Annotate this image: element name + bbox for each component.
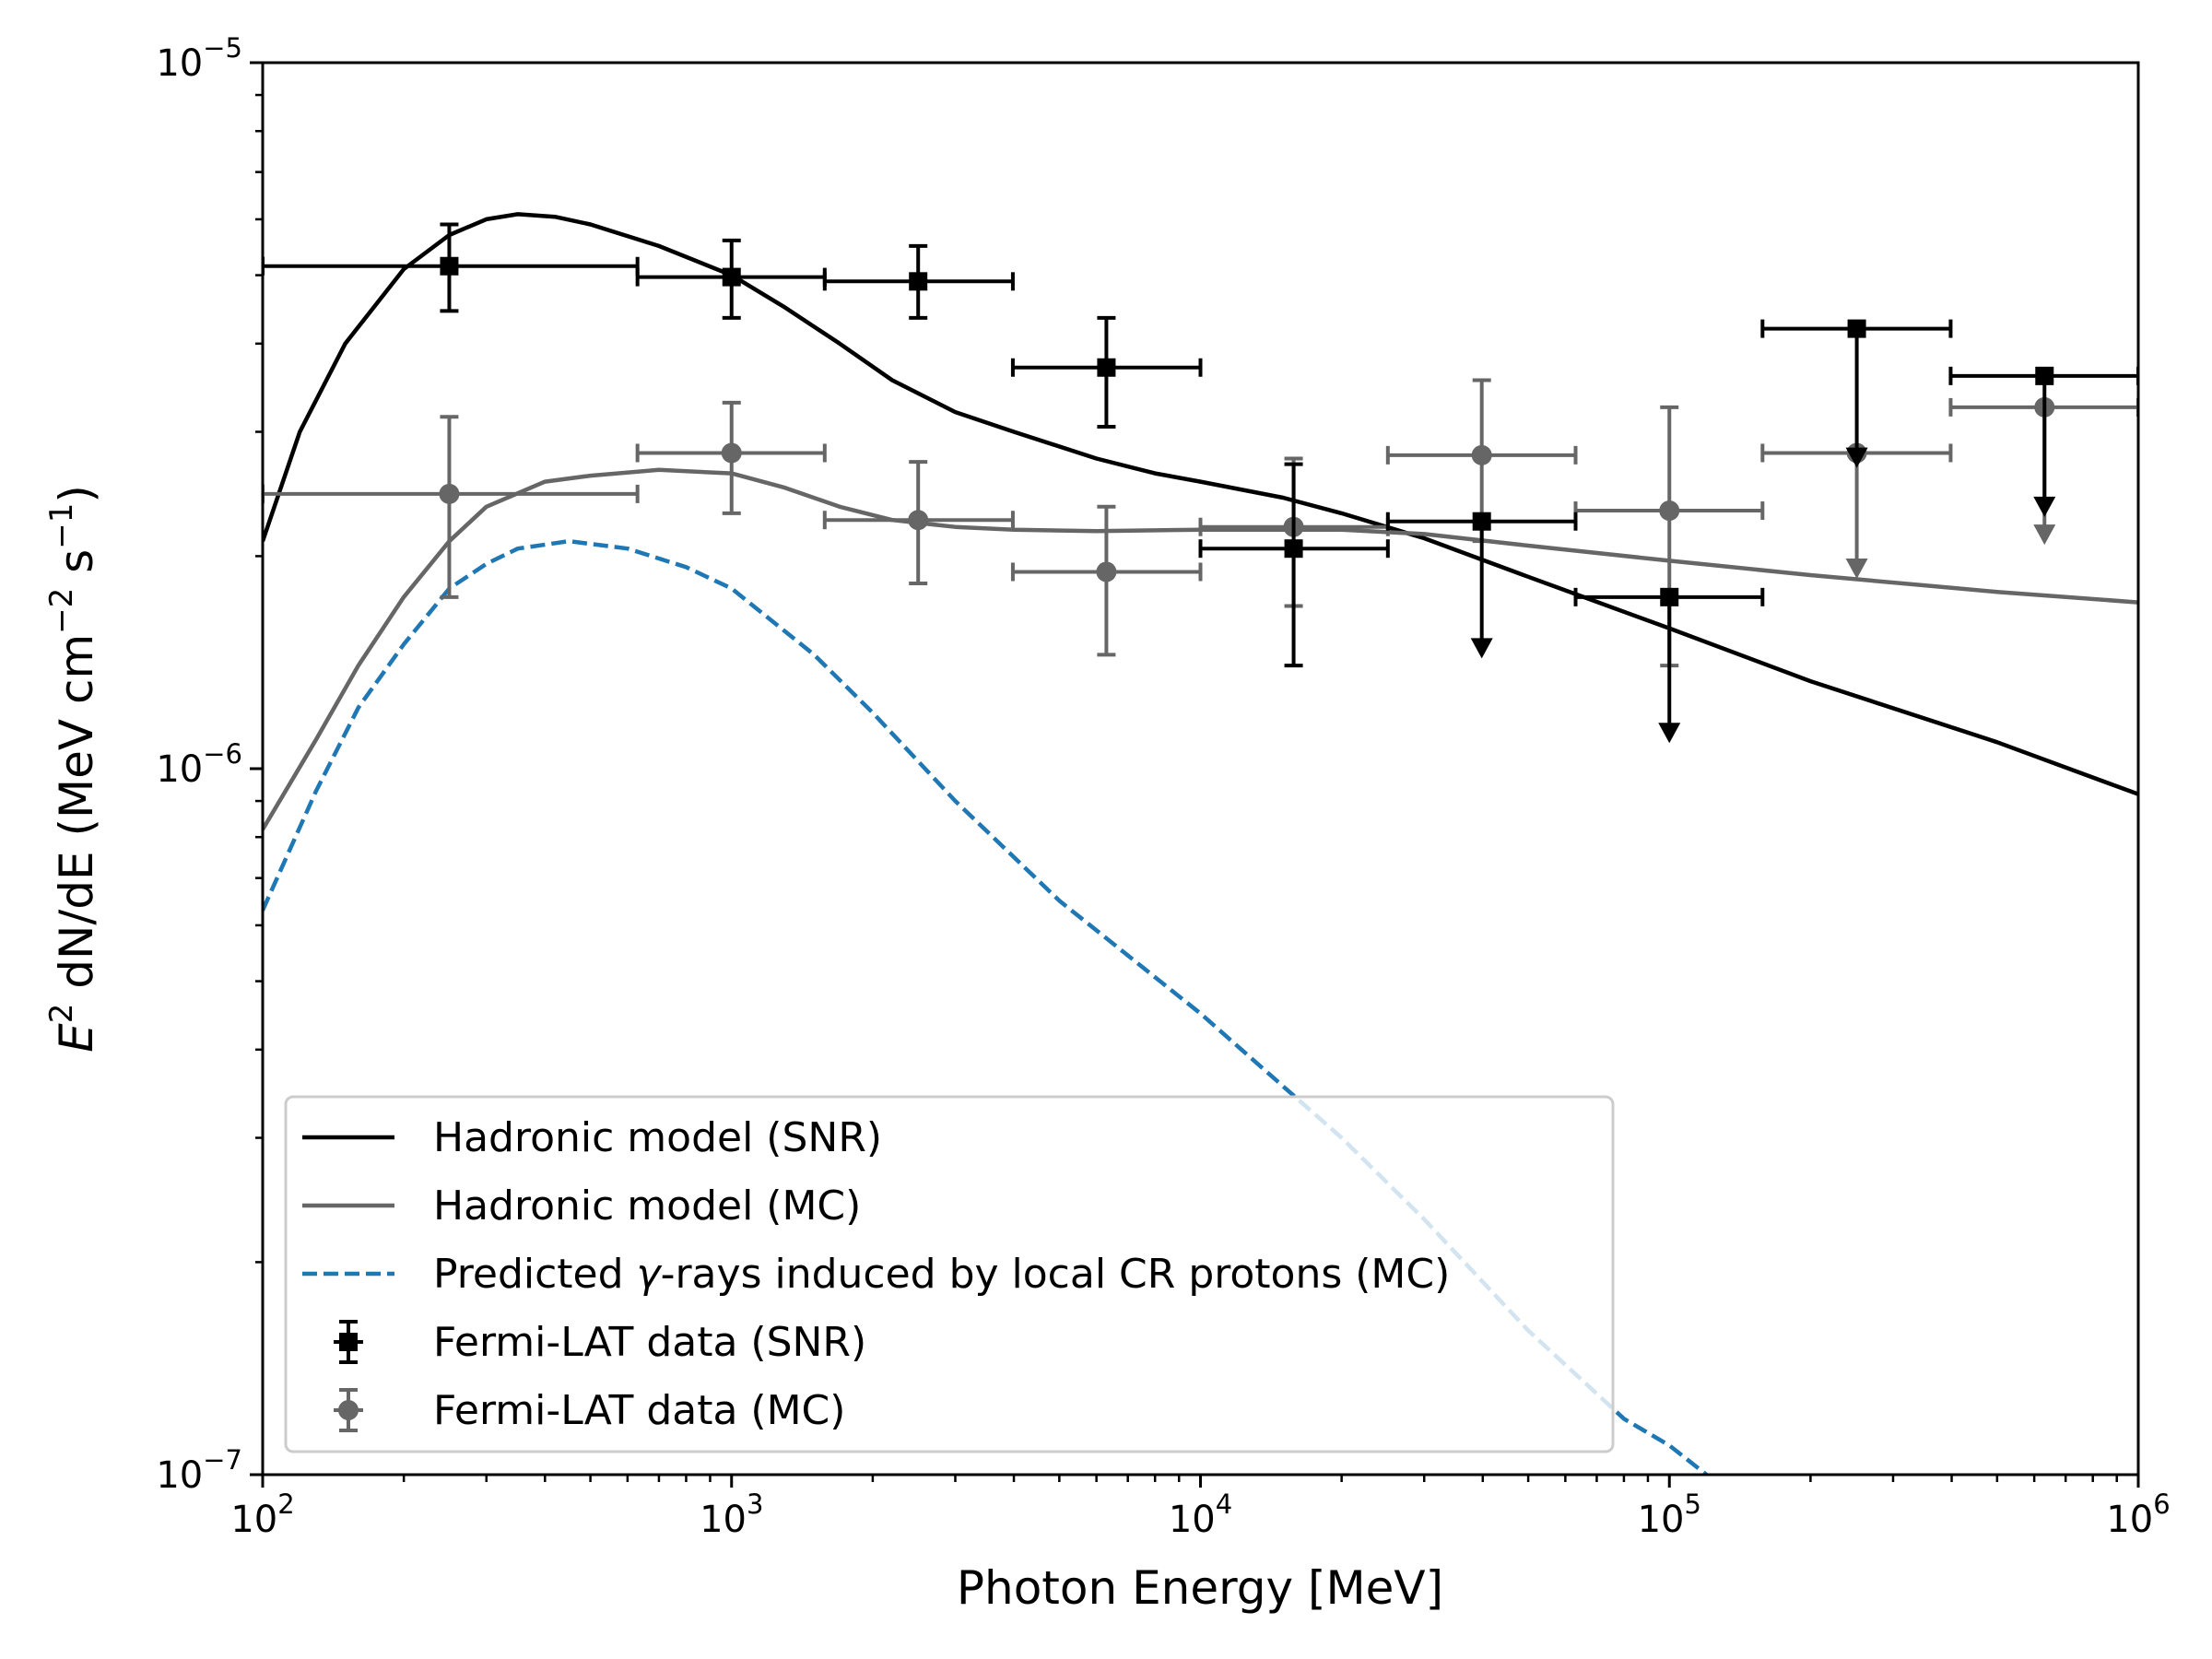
legend-swatch-marker bbox=[338, 1400, 359, 1420]
x-tick-exp: 5 bbox=[1684, 1488, 1700, 1520]
x-tick-base: 10 bbox=[230, 1499, 277, 1541]
fermi-snr-marker bbox=[1097, 358, 1116, 377]
y-tick-base: 10 bbox=[156, 748, 203, 791]
x-tick-base: 10 bbox=[1638, 1499, 1685, 1541]
x-tick-label-5: 106 bbox=[2106, 1488, 2170, 1541]
fermi-snr-marker bbox=[722, 267, 741, 287]
y-tick-base: 10 bbox=[156, 1454, 203, 1497]
fermi-mc-marker bbox=[908, 510, 929, 531]
x-tick-base: 10 bbox=[1169, 1499, 1216, 1541]
x-tick-exp: 6 bbox=[2153, 1488, 2170, 1520]
x-tick-label-3: 104 bbox=[1169, 1488, 1232, 1541]
plot-area bbox=[263, 212, 2138, 1475]
fermi-mc-ul-arrow bbox=[2033, 524, 2056, 546]
fermi-mc-marker bbox=[1471, 444, 1492, 465]
fermi-mc-marker bbox=[1659, 500, 1680, 522]
x-tick-label-2: 103 bbox=[700, 1488, 763, 1541]
x-tick-base: 10 bbox=[2106, 1499, 2153, 1541]
fermi-mc-marker bbox=[1096, 561, 1117, 582]
y-axis-label: E2 dN/dE (MeV cm−2 s−1) bbox=[43, 485, 103, 1053]
legend-label: Fermi-LAT data (MC) bbox=[433, 1387, 845, 1434]
legend-entry-4: Fermi-LAT data (SNR) bbox=[334, 1319, 866, 1366]
y-tick-label-1: 10−7 bbox=[156, 1444, 242, 1497]
y-label-end: ) bbox=[50, 485, 103, 503]
y-tick-label-3: 10−5 bbox=[156, 32, 242, 85]
x-tick-label-1: 102 bbox=[230, 1488, 294, 1541]
legend: Hadronic model (SNR) Hadronic model (MC) P… bbox=[284, 1095, 1615, 1453]
x-tick-label-4: 105 bbox=[1638, 1488, 1701, 1541]
fermi-snr-marker bbox=[2035, 366, 2054, 385]
legend-entry-2: Hadronic model (MC) bbox=[302, 1182, 861, 1230]
y-tick-base: 10 bbox=[156, 42, 203, 85]
fermi-snr-ul-arrow bbox=[1658, 723, 1681, 744]
legend-swatch-marker bbox=[339, 1333, 358, 1351]
series-line-3 bbox=[263, 538, 1708, 1475]
fermi-snr-point-8 bbox=[1760, 319, 1953, 468]
x-tick-exp: 2 bbox=[277, 1488, 294, 1520]
fermi-snr-marker bbox=[1284, 539, 1303, 559]
legend-frame bbox=[284, 1095, 1615, 1453]
fermi-snr-ul-arrow bbox=[1470, 638, 1493, 659]
legend-label: Fermi-LAT data (SNR) bbox=[433, 1319, 866, 1366]
y-tick-exp: −7 bbox=[203, 1444, 242, 1476]
y-tick-exp: −5 bbox=[203, 32, 242, 64]
series-line-1 bbox=[263, 212, 2138, 796]
fermi-mc-ul-arrow bbox=[1845, 558, 1868, 579]
legend-entry-5: Fermi-LAT data (MC) bbox=[334, 1387, 845, 1434]
fermi-mc-marker bbox=[439, 483, 460, 504]
fermi-snr-marker bbox=[1660, 587, 1679, 606]
fermi-snr-ul-arrow bbox=[2033, 496, 2056, 517]
fermi-snr-point-2 bbox=[635, 238, 827, 320]
series-line-2 bbox=[263, 467, 2138, 831]
fermi-mc-point-3 bbox=[822, 460, 1015, 585]
fermi-mc-point-2 bbox=[635, 400, 827, 515]
y-label-mid2: s bbox=[50, 549, 103, 588]
fermi-snr-marker bbox=[1472, 512, 1491, 531]
fermi-snr-point-7 bbox=[1573, 587, 1765, 744]
y-label-sup: 2 bbox=[43, 1004, 80, 1024]
fermi-snr-marker bbox=[909, 272, 928, 291]
y-tick-label-2: 10−6 bbox=[156, 738, 242, 791]
fermi-snr-point-4 bbox=[1010, 315, 1203, 429]
fermi-snr-point-3 bbox=[822, 243, 1015, 320]
legend-label-pre: Predicted bbox=[433, 1251, 637, 1298]
legend-label: Predicted γ-rays induced by local CR pro… bbox=[433, 1251, 1450, 1298]
fermi-mc-point-4 bbox=[1010, 504, 1203, 657]
legend-label-symbol: γ bbox=[637, 1251, 663, 1298]
legend-label-post: -rays induced by local CR protons (MC) bbox=[661, 1251, 1451, 1298]
fermi-snr-point-6 bbox=[1385, 512, 1578, 659]
fermi-mc-marker bbox=[721, 442, 742, 464]
x-tick-base: 10 bbox=[700, 1499, 747, 1541]
y-label-sup2: −1 bbox=[43, 503, 80, 549]
fermi-snr-point-5 bbox=[1198, 462, 1390, 668]
y-label-mid: dN/dE (MeV cm bbox=[50, 634, 103, 1004]
legend-entry-1: Hadronic model (SNR) bbox=[302, 1114, 882, 1161]
y-label-sup1: −2 bbox=[43, 588, 80, 634]
x-axis-label: Photon Energy [MeV] bbox=[957, 1561, 1443, 1615]
fermi-snr-ul-arrow bbox=[1845, 447, 1868, 468]
legend-label: Hadronic model (MC) bbox=[433, 1182, 861, 1230]
fermi-snr-point-9 bbox=[1948, 366, 2138, 517]
x-tick-exp: 4 bbox=[1216, 1488, 1232, 1520]
fermi-snr-marker bbox=[1847, 319, 1866, 338]
y-label-base: E bbox=[50, 1023, 103, 1053]
fermi-mc-point-1 bbox=[263, 415, 640, 599]
x-tick-exp: 3 bbox=[747, 1488, 763, 1520]
y-tick-exp: −6 bbox=[203, 738, 242, 770]
legend-label: Hadronic model (SNR) bbox=[433, 1114, 882, 1161]
legend-entry-3: Predicted γ-rays induced by local CR pro… bbox=[302, 1251, 1450, 1298]
fermi-snr-marker bbox=[440, 256, 459, 276]
